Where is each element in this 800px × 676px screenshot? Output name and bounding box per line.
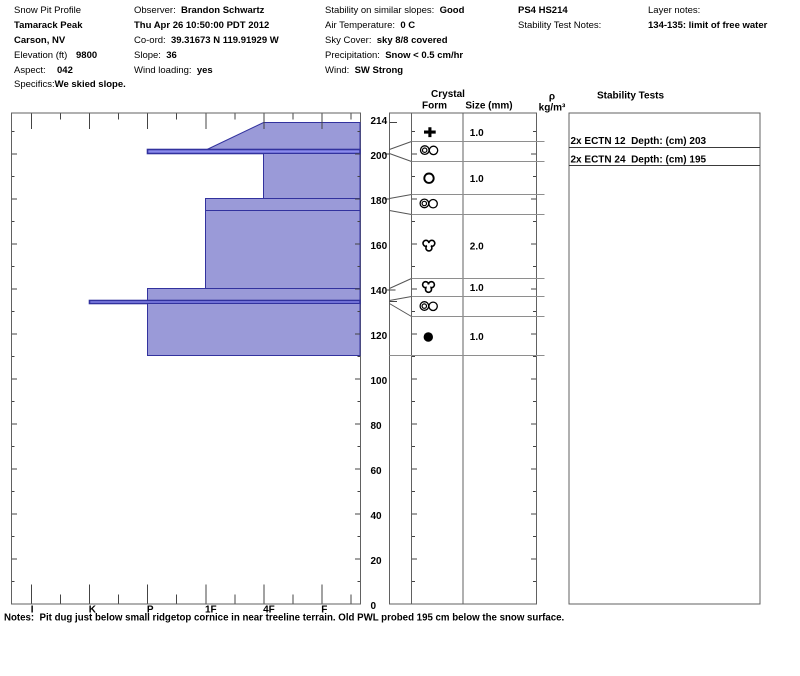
- svg-text:1.0: 1.0: [470, 332, 484, 343]
- svg-text:140: 140: [371, 286, 388, 297]
- svg-text:Notes: Pit dug just below sma: Notes: Pit dug just below small ridgetop…: [4, 613, 565, 624]
- svg-text:K: K: [89, 605, 97, 616]
- svg-text:P: P: [147, 605, 154, 616]
- svg-text:I: I: [31, 605, 34, 616]
- svg-text:4F: 4F: [263, 605, 275, 616]
- svg-text:1.0: 1.0: [470, 283, 484, 294]
- svg-text:1.0: 1.0: [470, 128, 484, 139]
- svg-text:Size (mm): Size (mm): [465, 101, 512, 112]
- svg-text:F: F: [321, 605, 327, 616]
- svg-text:20: 20: [371, 556, 383, 567]
- svg-text:Stability Tests: Stability Tests: [597, 91, 664, 102]
- svg-text:2x ECTN 24 Depth: (cm) 195: 2x ECTN 24 Depth: (cm) 195: [571, 154, 707, 165]
- svg-text:1F: 1F: [205, 605, 217, 616]
- svg-text:80: 80: [371, 421, 383, 432]
- svg-text:Form: Form: [422, 101, 447, 112]
- svg-text:180: 180: [371, 196, 388, 207]
- svg-text:100: 100: [371, 376, 388, 387]
- svg-text:2.0: 2.0: [470, 241, 484, 252]
- svg-text:Crystal: Crystal: [431, 89, 465, 100]
- svg-text:200: 200: [371, 151, 388, 162]
- svg-text:214: 214: [371, 116, 388, 127]
- svg-text:1.0: 1.0: [470, 174, 484, 185]
- svg-text:120: 120: [371, 331, 388, 342]
- svg-text:kg/m³: kg/m³: [539, 103, 566, 114]
- svg-text:2x ECTN 12 Depth: (cm) 203: 2x ECTN 12 Depth: (cm) 203: [571, 136, 707, 147]
- svg-text:40: 40: [371, 511, 383, 522]
- svg-text:60: 60: [371, 466, 383, 477]
- svg-text:0: 0: [371, 601, 377, 612]
- svg-text:160: 160: [371, 241, 388, 252]
- svg-text:ρ: ρ: [549, 92, 555, 103]
